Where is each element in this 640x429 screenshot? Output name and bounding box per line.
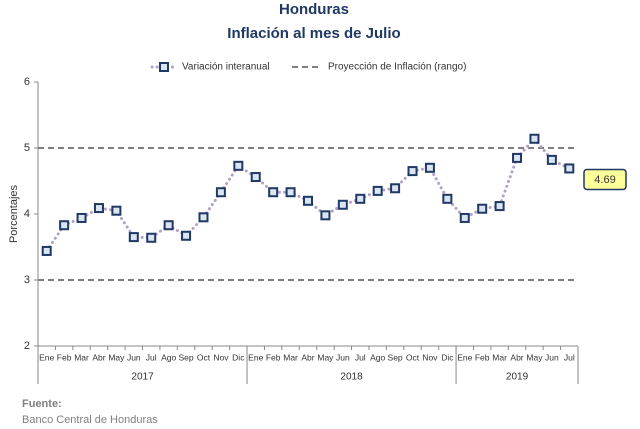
- series-marker: [564, 163, 575, 174]
- y-tick-label: 3: [24, 274, 30, 286]
- x-tick-label: Mar: [74, 352, 89, 362]
- x-tick-label: Jun: [336, 352, 350, 362]
- y-tick-label: 5: [24, 142, 30, 154]
- series-marker: [494, 201, 505, 212]
- series-marker: [320, 210, 331, 221]
- x-tick-label: May: [108, 352, 125, 362]
- series-marker: [41, 245, 52, 256]
- series-marker: [546, 154, 557, 165]
- x-tick-label: Ene: [457, 352, 472, 362]
- series-marker: [215, 187, 226, 198]
- series-marker: [372, 185, 383, 196]
- series-marker: [198, 212, 209, 223]
- series-marker: [163, 220, 174, 231]
- x-tick-label: May: [317, 352, 334, 362]
- series-marker: [442, 193, 453, 204]
- x-tick-label: Feb: [266, 352, 281, 362]
- series-marker: [181, 230, 192, 241]
- x-tick-label: Mar: [492, 352, 507, 362]
- chart-subtitle: Inflación al mes de Julio: [227, 25, 400, 42]
- series-marker: [477, 203, 488, 214]
- x-tick-label: Jun: [127, 352, 141, 362]
- series-marker: [459, 212, 470, 223]
- callout-label: 4.69: [594, 174, 615, 186]
- series-marker: [355, 193, 366, 204]
- x-group-label: 2017: [131, 372, 154, 383]
- x-tick-label: Jul: [564, 352, 575, 362]
- y-axis-label: Porcentajes: [8, 184, 20, 243]
- x-tick-label: Feb: [57, 352, 72, 362]
- legend-label: Variación interanual: [182, 62, 270, 73]
- x-tick-label: Nov: [422, 352, 438, 362]
- source-text: Banco Central de Honduras: [22, 414, 158, 424]
- x-tick-label: Abr: [301, 352, 314, 362]
- x-tick-label: May: [526, 352, 543, 362]
- x-tick-label: Dic: [441, 352, 454, 362]
- x-tick-label: Feb: [475, 352, 490, 362]
- x-group-label: 2019: [506, 372, 529, 383]
- series-marker: [390, 183, 401, 194]
- x-tick-label: Ene: [39, 352, 54, 362]
- series-marker: [512, 152, 523, 163]
- x-tick-label: Ago: [161, 352, 176, 362]
- series-line: [45, 136, 571, 253]
- x-tick-label: Abr: [92, 352, 105, 362]
- series-marker: [59, 220, 70, 231]
- y-tick-label: 6: [24, 76, 30, 88]
- series-marker: [76, 212, 87, 223]
- legend-marker: [159, 62, 169, 72]
- x-tick-label: Jul: [146, 352, 157, 362]
- series-marker: [424, 162, 435, 173]
- x-group-label: 2018: [340, 372, 363, 383]
- series-marker: [128, 232, 139, 243]
- x-tick-label: Mar: [283, 352, 298, 362]
- source-label: Fuente:: [22, 398, 62, 410]
- x-tick-label: Sep: [179, 352, 194, 362]
- series-marker: [268, 187, 279, 198]
- x-tick-label: Oct: [197, 352, 211, 362]
- x-tick-label: Jun: [545, 352, 559, 362]
- x-tick-label: Abr: [510, 352, 523, 362]
- chart-title: Honduras: [279, 1, 349, 18]
- callout-box: [583, 168, 627, 191]
- x-tick-label: Ene: [248, 352, 263, 362]
- series-marker: [93, 203, 104, 214]
- x-tick-label: Oct: [406, 352, 420, 362]
- x-tick-label: Dic: [232, 352, 245, 362]
- y-tick-label: 4: [24, 208, 30, 220]
- series-marker: [250, 172, 261, 183]
- series-marker: [303, 195, 313, 206]
- x-tick-label: Ago: [370, 352, 385, 362]
- x-tick-label: Jul: [355, 352, 366, 362]
- series-marker: [529, 133, 540, 144]
- x-tick-label: Nov: [213, 352, 229, 362]
- series-marker: [233, 160, 244, 171]
- series-marker: [337, 199, 348, 210]
- series-marker: [285, 187, 296, 198]
- series-marker: [111, 205, 122, 216]
- y-tick-label: 2: [24, 340, 30, 352]
- legend-label: Proyección de Inflación (rango): [328, 62, 466, 73]
- x-tick-label: Sep: [388, 352, 403, 362]
- series-marker: [146, 232, 157, 243]
- series-marker: [407, 166, 418, 177]
